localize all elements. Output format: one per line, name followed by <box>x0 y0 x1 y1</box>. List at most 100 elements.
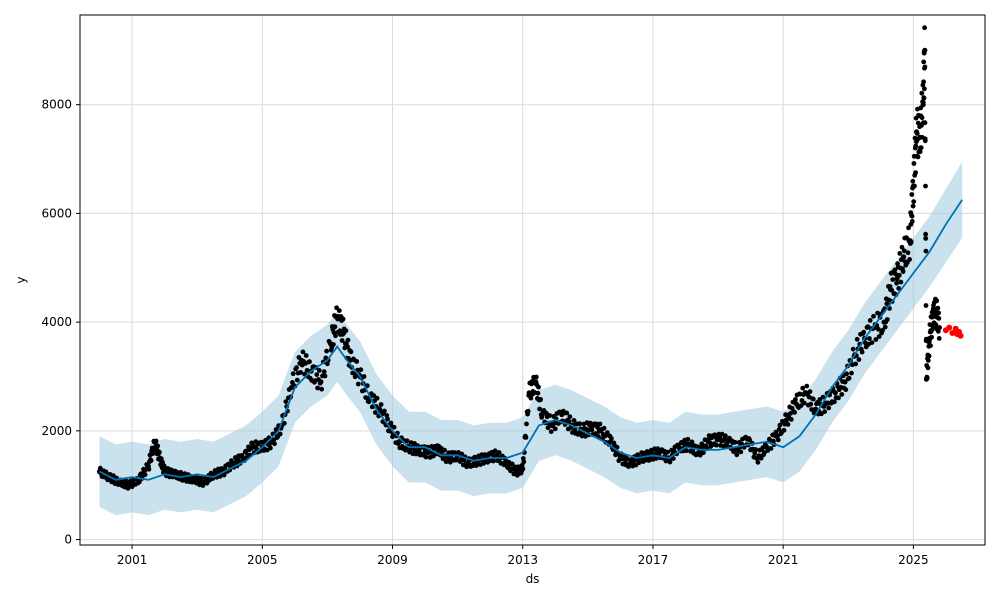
observed-point-texture <box>869 340 875 345</box>
observed-point-texture <box>893 271 898 277</box>
observed-point-texture <box>922 25 927 31</box>
observed-point-texture <box>887 284 893 289</box>
observed-point-texture <box>316 368 322 373</box>
observed-point-texture <box>567 414 573 420</box>
observed-point-texture <box>929 334 934 340</box>
observed-point-texture <box>200 483 206 488</box>
observed-point-texture <box>492 448 498 454</box>
observed-point-texture <box>528 395 534 401</box>
observed-point-texture <box>552 426 558 432</box>
observed-point-texture <box>153 438 159 444</box>
observed-point-texture <box>636 460 642 466</box>
observed-point-texture <box>685 436 691 442</box>
observed-point-texture <box>290 371 296 377</box>
y-axis-title: y <box>14 276 28 283</box>
observed-point-texture <box>271 437 277 443</box>
observed-point-texture <box>900 269 906 274</box>
observed-point-texture <box>822 409 828 414</box>
observed-point-texture <box>831 388 836 394</box>
observed-point-texture <box>921 95 927 101</box>
observed-point-texture <box>298 370 303 375</box>
observed-point-texture <box>800 385 806 391</box>
observed-point-texture <box>907 257 912 262</box>
observed-point-texture <box>912 183 917 189</box>
observed-point-texture <box>922 64 928 70</box>
observed-point-texture <box>314 372 320 377</box>
observed-point-texture <box>714 442 719 448</box>
observed-point-texture <box>566 419 572 424</box>
plot-frame <box>79 14 986 546</box>
observed-point-texture <box>294 377 300 383</box>
observed-point-texture <box>324 348 329 354</box>
observed-point-texture <box>268 445 273 451</box>
observed-point-texture <box>442 447 447 453</box>
observed-point-texture <box>363 395 369 400</box>
observed-point-texture <box>832 399 837 405</box>
observed-point-texture <box>315 385 320 391</box>
observed-point-texture <box>601 425 607 431</box>
observed-point-texture <box>374 395 380 401</box>
observed-point-texture <box>521 459 527 465</box>
observed-point-texture <box>861 329 867 335</box>
observed-point-texture <box>321 369 327 375</box>
observed-point-texture <box>839 392 845 397</box>
observed-point-texture <box>788 417 794 422</box>
y-axis-ticks: 0 2000 4000 6000 8000 <box>41 98 80 547</box>
observed-point-texture <box>935 328 941 334</box>
observed-point-texture <box>844 371 849 377</box>
observed-point-texture <box>576 430 582 436</box>
observed-point-texture <box>391 424 397 430</box>
observed-point-texture <box>371 393 377 398</box>
y-tick-label: 6000 <box>41 206 72 220</box>
observed-point-texture <box>732 439 738 445</box>
observed-point-texture <box>537 406 542 412</box>
observed-point-texture <box>296 355 302 360</box>
observed-point-texture <box>923 231 928 237</box>
observed-point-texture <box>496 450 502 455</box>
observed-point-texture <box>348 349 354 355</box>
observed-point-texture <box>319 386 325 392</box>
observed-point-texture <box>810 396 816 402</box>
forecast-line-group <box>99 199 963 481</box>
observed-point-texture <box>161 463 167 469</box>
observed-point-texture <box>304 368 310 373</box>
observed-point-texture <box>538 397 543 402</box>
observed-point-texture <box>675 442 681 448</box>
observed-point-texture <box>198 475 204 481</box>
observed-point-texture <box>689 439 695 445</box>
observed-point-texture <box>701 450 706 456</box>
observed-point-texture <box>337 328 343 334</box>
observed-point-texture <box>336 308 342 313</box>
forecast-line <box>99 199 963 481</box>
observed-point-texture <box>758 455 764 461</box>
observed-point-texture <box>533 374 539 380</box>
observed-point-texture <box>924 375 930 381</box>
observed-point-texture <box>564 410 570 416</box>
observed-point-texture <box>773 429 779 435</box>
observed-point-texture <box>340 316 346 322</box>
observed-point-texture <box>913 170 918 176</box>
observed-point-texture <box>459 451 465 457</box>
observed-point-texture <box>589 427 595 433</box>
observed-point-texture <box>547 413 552 418</box>
observed-point-texture <box>925 365 931 371</box>
y-tick-label: 8000 <box>41 98 72 112</box>
observed-point-texture <box>925 358 931 363</box>
observed-point-texture <box>738 449 744 455</box>
observed-point-texture <box>919 90 925 96</box>
observed-point-texture <box>914 131 920 136</box>
observed-point-texture <box>873 337 879 342</box>
observed-point-texture <box>899 257 904 263</box>
observed-point-texture <box>273 427 279 432</box>
observed-point-texture <box>322 373 328 379</box>
observed-point-texture <box>597 421 603 427</box>
observed-point-texture <box>846 375 852 381</box>
observed-point-texture <box>801 400 807 406</box>
observed-point-texture <box>339 338 345 343</box>
observed-point-texture <box>867 336 872 341</box>
x-tick-label: 2013 <box>507 553 538 567</box>
observed-point-texture <box>919 115 925 121</box>
observed-point-texture <box>850 346 856 352</box>
observed-point-texture <box>519 468 524 474</box>
